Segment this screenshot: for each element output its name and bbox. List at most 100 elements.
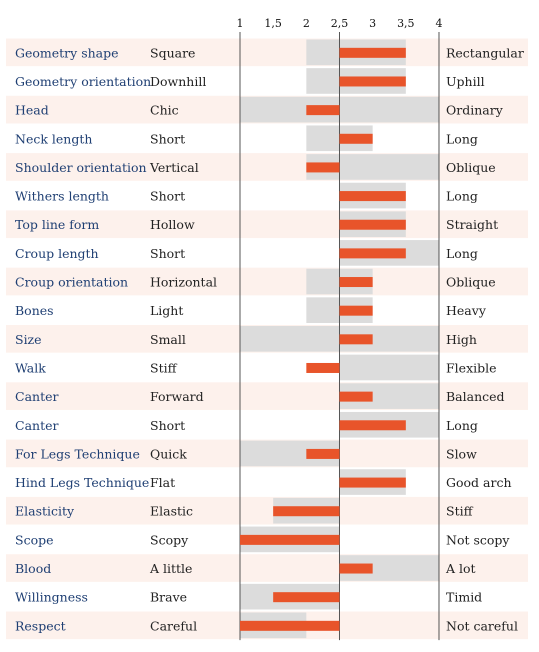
value-bar — [306, 362, 340, 373]
row-background — [6, 496, 528, 525]
value-bar — [339, 563, 373, 574]
high-label: Rectangular — [446, 45, 524, 60]
range-band — [339, 354, 439, 381]
low-label: Light — [150, 303, 183, 318]
high-label: Straight — [446, 217, 498, 232]
high-label: Long — [446, 131, 478, 146]
high-label: Long — [446, 418, 478, 433]
tick-label: 3,5 — [397, 17, 415, 30]
high-label: Not careful — [446, 618, 518, 633]
value-bar — [339, 305, 373, 316]
value-bar — [306, 448, 340, 459]
row-labels: Geometry shape Square Rectangular Geometry … — [15, 45, 524, 633]
high-label: Timid — [446, 590, 482, 605]
trait-label: Elasticity — [15, 504, 75, 519]
trait-label: Blood — [15, 561, 51, 576]
trait-label: Shoulder orientation — [15, 160, 147, 175]
trait-label: Willingness — [15, 590, 88, 605]
value-bar — [306, 162, 340, 173]
value-bar — [339, 76, 406, 87]
value-bar — [273, 506, 340, 517]
trait-label: Canter — [15, 418, 58, 433]
high-label: Stiff — [446, 504, 474, 519]
low-label: Short — [150, 418, 185, 433]
tick-labels: 1 1,5 2 2,5 3 3,5 4 — [237, 17, 443, 30]
low-label: Small — [150, 332, 186, 347]
trait-label: Neck length — [15, 131, 92, 146]
value-bar — [306, 105, 340, 116]
tick-label: 2,5 — [331, 17, 349, 30]
trait-label: Geometry shape — [15, 45, 119, 60]
trait-label: For Legs Technique — [15, 446, 140, 461]
low-label: A little — [149, 561, 192, 576]
low-label: Brave — [150, 590, 187, 605]
high-label: Oblique — [446, 275, 496, 290]
low-label: Horizontal — [150, 275, 217, 290]
high-label: A lot — [445, 561, 476, 576]
low-label: Chic — [150, 103, 179, 118]
high-label: Uphill — [446, 74, 485, 89]
trait-label: Walk — [15, 360, 46, 375]
high-label: Not scopy — [446, 532, 510, 547]
value-bar — [273, 592, 340, 603]
high-label: Long — [446, 246, 478, 261]
tick-label: 4 — [435, 17, 442, 30]
trait-label: Size — [15, 332, 42, 347]
low-label: Hollow — [150, 217, 195, 232]
value-bar — [339, 277, 373, 288]
tick-label: 1,5 — [264, 17, 282, 30]
low-label: Careful — [150, 618, 197, 633]
low-label: Flat — [150, 475, 175, 490]
value-bar — [339, 219, 406, 230]
high-label: Oblique — [446, 160, 496, 175]
high-label: Slow — [446, 446, 477, 461]
row-background — [6, 153, 528, 181]
low-label: Downhill — [150, 74, 206, 89]
value-bar — [339, 191, 406, 202]
trait-label: Bones — [15, 303, 54, 318]
tick-label: 2 — [303, 17, 310, 30]
tick-label: 3 — [369, 17, 376, 30]
trait-label: Croup length — [15, 246, 99, 261]
trait-label: Hind Legs Technique — [15, 475, 149, 490]
row-background — [6, 38, 528, 67]
tick-label: 1 — [237, 17, 244, 30]
value-bar — [240, 620, 340, 631]
high-label: High — [446, 332, 477, 347]
trait-label: Head — [15, 103, 49, 118]
value-bar — [339, 391, 373, 402]
value-bar — [240, 534, 340, 545]
trait-label: Geometry orientation — [15, 74, 151, 89]
high-label: Flexible — [446, 360, 497, 375]
low-label: Short — [150, 246, 185, 261]
value-bar — [339, 248, 406, 259]
trait-label: Respect — [15, 618, 66, 633]
value-bar — [339, 420, 406, 431]
trait-label: Scope — [15, 532, 54, 547]
high-label: Heavy — [446, 303, 487, 318]
low-label: Scopy — [150, 532, 189, 547]
high-label: Balanced — [446, 389, 505, 404]
low-label: Vertical — [149, 160, 199, 175]
row-background — [6, 267, 528, 296]
high-label: Ordinary — [446, 103, 504, 118]
value-bar — [339, 47, 406, 58]
row-background — [6, 210, 528, 239]
low-label: Elastic — [150, 504, 193, 519]
low-label: Quick — [150, 446, 187, 461]
low-label: Forward — [150, 389, 204, 404]
trait-label: Croup orientation — [15, 275, 128, 290]
low-label: Short — [150, 131, 185, 146]
low-label: Square — [150, 45, 195, 60]
low-label: Stiff — [150, 360, 178, 375]
trait-label: Top line form — [15, 217, 99, 232]
value-bar — [339, 477, 406, 488]
value-bar — [339, 133, 373, 144]
value-bars — [240, 47, 406, 631]
low-label: Short — [150, 189, 185, 204]
trait-label: Canter — [15, 389, 58, 404]
row-background — [6, 554, 528, 582]
row-background — [6, 382, 528, 410]
trait-label: Withers length — [15, 189, 109, 204]
